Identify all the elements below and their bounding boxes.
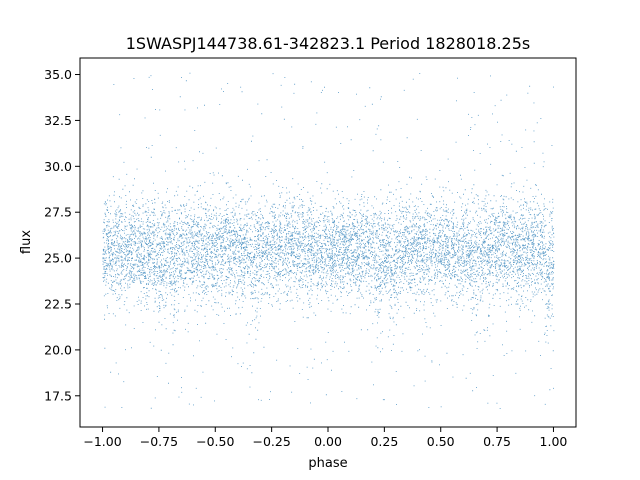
x-tick-label: −0.75	[140, 434, 178, 449]
x-axis: −1.00 −0.75 −0.50 −0.25 0.00 0.25 0.50 0.75 1.00	[83, 427, 567, 449]
y-axis-label: flux	[19, 230, 34, 254]
y-axis: 17.5 20.0 22.5 25.0 27.5 30.0 32.5 35.0	[44, 67, 80, 403]
y-tick-label: 35.0	[44, 67, 72, 82]
y-tick-label: 30.0	[44, 159, 72, 174]
scatter-points	[102, 72, 555, 409]
y-tick-label: 27.5	[44, 205, 72, 220]
x-tick-label: 0.50	[427, 434, 455, 449]
y-tick-label: 17.5	[44, 388, 72, 403]
y-tick-label: 32.5	[44, 113, 72, 128]
x-axis-label: phase	[308, 456, 347, 471]
y-tick-label: 25.0	[44, 251, 72, 266]
y-tick-label: 22.5	[44, 297, 72, 312]
chart-title: 1SWASPJ144738.61-342823.1 Period 1828018…	[126, 34, 531, 53]
x-tick-label: −0.25	[252, 434, 290, 449]
x-tick-label: 0.25	[370, 434, 398, 449]
x-tick-label: 0.00	[314, 434, 342, 449]
scatter-series	[102, 72, 555, 409]
y-tick-label: 20.0	[44, 342, 72, 357]
x-tick-label: −0.50	[196, 434, 234, 449]
x-tick-label: −1.00	[83, 434, 121, 449]
x-tick-label: 0.75	[483, 434, 511, 449]
x-tick-label: 1.00	[540, 434, 568, 449]
